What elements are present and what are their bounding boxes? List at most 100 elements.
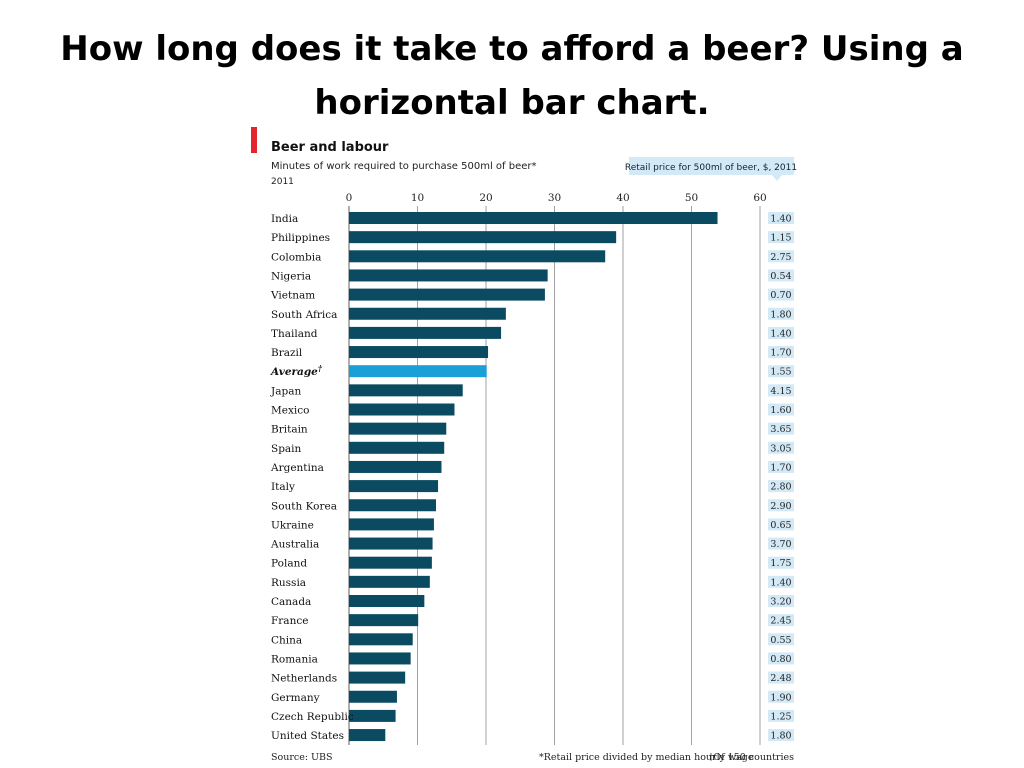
bar	[349, 709, 396, 722]
category-label: Canada	[271, 596, 311, 608]
price-box	[768, 269, 794, 282]
price-box	[768, 671, 794, 684]
bar	[349, 595, 425, 607]
footnote-countries: †Of 150 countries	[709, 752, 795, 763]
chart-year: 2011	[271, 177, 294, 187]
price-label: 3.65	[770, 424, 791, 435]
price-label: 1.40	[770, 214, 791, 225]
x-tick-label: 30	[548, 192, 561, 204]
bar	[349, 460, 442, 473]
price-label: 0.65	[770, 520, 791, 531]
category-label: Italy	[271, 481, 295, 493]
bar	[349, 652, 411, 665]
category-label: Thailand	[271, 328, 318, 340]
category-label: South Africa	[271, 309, 337, 321]
price-box	[768, 518, 794, 531]
price-box	[768, 690, 794, 703]
price-box	[768, 709, 794, 722]
price-box	[768, 422, 794, 435]
price-label: 1.55	[770, 367, 791, 378]
bar	[349, 729, 386, 742]
price-box	[768, 231, 794, 244]
bar	[349, 575, 430, 588]
bar-average	[349, 365, 487, 378]
x-axis-ticks: 0 10 20 30 40 50 60	[346, 192, 767, 204]
price-label: 2.80	[770, 482, 791, 493]
price-label: 1.60	[770, 405, 791, 416]
category-label: Colombia	[271, 251, 321, 263]
price-box	[768, 537, 794, 550]
price-box	[768, 326, 794, 339]
price-header: Retail price for 500ml of beer, $, 2011	[625, 157, 797, 181]
price-box	[768, 556, 794, 569]
chart-subtitle: Minutes of work required to purchase 500…	[271, 161, 536, 172]
category-label: Philippines	[271, 232, 330, 244]
price-label: 0.55	[770, 635, 791, 646]
category-label: China	[271, 634, 302, 646]
price-label: 3.20	[770, 597, 791, 608]
category-label: France	[271, 615, 308, 627]
bar	[349, 422, 447, 435]
category-label: Poland	[271, 558, 307, 570]
category-label: Brazil	[271, 347, 303, 359]
category-label: Russia	[271, 577, 306, 589]
footnote-retail-price: *Retail price divided by median hourly w…	[539, 752, 754, 763]
category-label: United States	[271, 730, 344, 742]
category-label: Ukraine	[271, 519, 314, 531]
x-tick-label: 0	[346, 192, 353, 204]
price-label: 1.70	[770, 462, 791, 473]
bars	[349, 212, 718, 742]
category-label: Vietnam	[270, 290, 315, 302]
category-label: Spain	[271, 443, 302, 455]
category-label: South Korea	[271, 500, 337, 512]
bar	[349, 326, 502, 339]
price-label: 3.70	[770, 539, 791, 550]
price-header-pointer	[772, 175, 782, 181]
price-label: 2.75	[770, 252, 791, 263]
bar	[349, 518, 434, 531]
price-box	[768, 403, 794, 416]
category-label: Mexico	[271, 405, 309, 417]
category-labels: India Philippines Colombia Nigeria Vietnam So…	[270, 213, 354, 742]
bar	[349, 633, 413, 646]
bar	[349, 480, 439, 493]
bar	[349, 441, 445, 454]
price-box	[768, 441, 794, 454]
price-box	[768, 480, 794, 493]
price-box	[768, 575, 794, 588]
category-label: Romania	[271, 653, 318, 665]
price-label: 1.70	[770, 348, 791, 359]
price-label: 2.48	[770, 673, 791, 684]
category-label: Nigeria	[271, 270, 311, 282]
category-label: India	[271, 213, 298, 225]
price-label: 4.15	[770, 386, 791, 397]
price-label: 1.80	[770, 731, 791, 742]
bar	[349, 307, 506, 320]
price-label: 1.80	[770, 309, 791, 320]
bar	[349, 250, 606, 263]
price-label: 2.45	[770, 616, 791, 627]
x-tick-label: 10	[411, 192, 424, 204]
bar	[349, 537, 433, 550]
category-label: Czech Republic	[271, 711, 354, 723]
category-label: Argentina	[270, 462, 324, 474]
price-box	[768, 288, 794, 301]
price-label: 1.90	[770, 692, 791, 703]
bar	[349, 384, 463, 397]
price-box	[768, 307, 794, 320]
price-column: 1.40 1.15 2.75 0.54 0.70 1.80 1.40 1.70 1.55 4.15…	[768, 212, 794, 742]
slide-title: How long does it take to afford a beer? …	[60, 29, 964, 123]
price-label: 1.40	[770, 577, 791, 588]
category-label: Australia	[270, 539, 319, 551]
category-label: Netherlands	[271, 673, 337, 685]
bar	[349, 403, 455, 416]
chart-title: Beer and labour	[271, 140, 389, 155]
x-tick-label: 20	[479, 192, 492, 204]
price-header-box	[629, 157, 794, 175]
price-box	[768, 614, 794, 627]
category-label: Germany	[271, 692, 320, 704]
price-label: 1.75	[770, 558, 791, 569]
bar	[349, 231, 617, 244]
price-box	[768, 384, 794, 397]
